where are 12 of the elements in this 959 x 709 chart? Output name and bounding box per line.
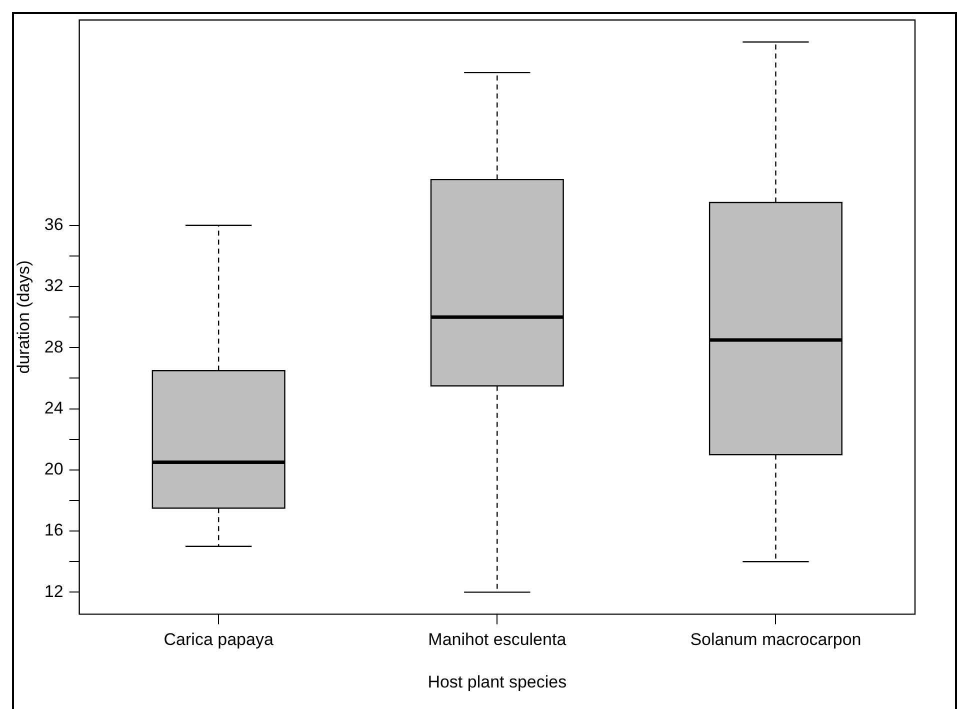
y-tick-label: 24 — [44, 398, 64, 418]
x-tick-label: Solanum macrocarpon — [690, 630, 862, 650]
y-tick-label: 16 — [44, 520, 64, 540]
y-tick-label: 28 — [44, 337, 64, 356]
y-tick-label: 32 — [44, 276, 64, 296]
y-tick-label: 12 — [44, 582, 64, 601]
x-tick-label: Carica papaya — [164, 630, 274, 650]
y-tick-label: 36 — [44, 215, 64, 234]
x-axis-title: Host plant species — [428, 672, 567, 692]
y-axis-title: duration (days) — [14, 260, 33, 374]
y-tick-label: 20 — [44, 460, 64, 479]
x-tick-label: Manihot esculenta — [428, 630, 567, 650]
